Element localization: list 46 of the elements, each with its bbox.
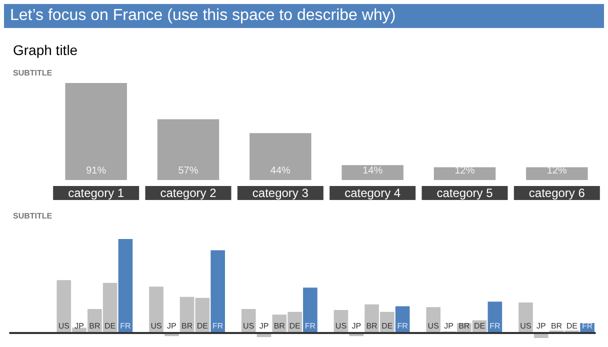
x-tick-label: category 3 xyxy=(252,186,309,200)
x-tick-label: JP xyxy=(352,322,362,330)
x-tick-label: US xyxy=(335,322,347,330)
x-tick-label: FR xyxy=(490,322,500,330)
x-tick-label: US xyxy=(58,322,70,330)
x-tick-label: category 2 xyxy=(160,186,217,200)
chart-subtitle: SUBTITLE xyxy=(13,212,53,220)
x-tick-label: JP xyxy=(444,322,454,330)
x-tick-label: BR xyxy=(458,322,470,330)
chart-subtitle: SUBTITLE xyxy=(13,68,53,78)
x-tick-label: JP xyxy=(536,322,546,330)
x-tick-label: US xyxy=(520,322,532,330)
x-tick-label: BR xyxy=(89,322,100,330)
data-label: 14% xyxy=(362,166,383,176)
x-tick-label: US xyxy=(428,322,439,330)
x-tick-label: JP xyxy=(166,322,176,330)
x-tick-label: DE xyxy=(474,322,486,330)
x-tick-label: BR xyxy=(550,322,562,330)
x-tick-label: DE xyxy=(382,322,393,330)
x-tick-label: DE xyxy=(289,322,300,330)
x-tick-label: category 6 xyxy=(528,186,586,200)
x-tick-label: DE xyxy=(104,322,116,330)
chart-title: Graph title xyxy=(13,42,78,58)
x-tick-label: JP xyxy=(74,322,84,330)
x-tick-label: FR xyxy=(397,322,408,330)
x-tick-label: DE xyxy=(566,322,578,330)
x-tick-label: FR xyxy=(304,322,316,330)
x-tick-label: category 5 xyxy=(436,186,494,200)
text: Let’s focus on France (use this space to describe why) xyxy=(4,4,604,28)
x-tick-label: BR xyxy=(366,322,378,330)
data-label: 44% xyxy=(270,166,291,176)
x-tick-label: JP xyxy=(259,322,269,330)
x-tick-label: FR xyxy=(582,322,593,330)
x-tick-label: FR xyxy=(120,322,132,330)
x-tick-label: BR xyxy=(181,322,193,330)
x-tick-label: BR xyxy=(274,322,286,330)
data-label: 12% xyxy=(546,166,568,176)
data-label: 12% xyxy=(454,166,475,176)
x-tick-label: FR xyxy=(212,322,224,330)
x-tick-label: category 4 xyxy=(344,186,401,200)
x-tick-label: category 1 xyxy=(68,186,124,200)
data-label: 57% xyxy=(178,166,198,176)
data-label: 91% xyxy=(86,166,106,176)
x-tick-label: US xyxy=(150,322,162,330)
x-tick-label: US xyxy=(243,322,254,330)
x-tick-label: DE xyxy=(196,322,208,330)
